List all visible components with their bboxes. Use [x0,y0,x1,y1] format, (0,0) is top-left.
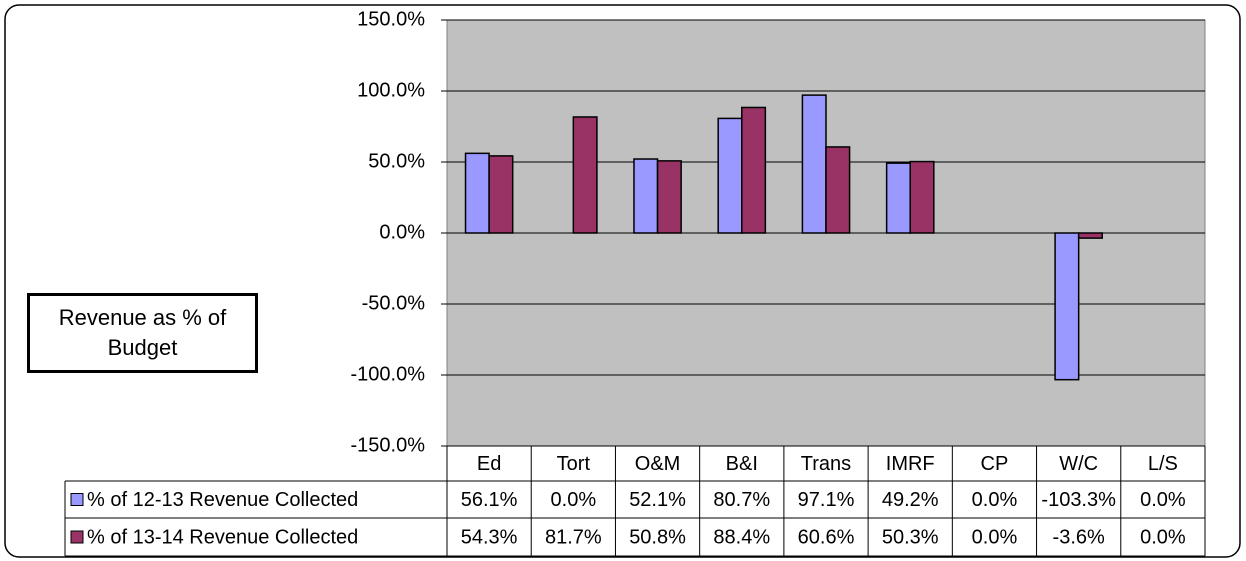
y-tick-label: 0.0% [379,221,425,243]
y-tick-label: 150.0% [357,8,425,30]
bar [633,158,659,234]
y-tick-label: -150.0% [351,434,426,456]
bar [464,152,490,234]
bar [717,117,743,234]
chart-title: Revenue as % of Budget [27,293,258,373]
table-value: 60.6% [798,526,855,548]
legend-label: % of 13-14 Revenue Collected [87,526,358,548]
bar [825,146,851,234]
legend-label: % of 12-13 Revenue Collected [87,489,358,511]
legend-key [70,493,84,506]
x-tick-label: L/S [1148,453,1178,475]
table-value: 88.4% [713,526,770,548]
y-tick-label: 50.0% [368,150,425,172]
table-value: 52.1% [629,489,686,511]
x-tick-label: W/C [1059,453,1098,475]
bar [909,160,935,234]
table-value: 0.0% [1140,526,1186,548]
table-value: 54.3% [461,526,518,548]
x-tick-label: IMRF [886,453,935,475]
x-tick-label: Tort [557,453,591,475]
table-value: 0.0% [972,489,1018,511]
table-value: 97.1% [798,489,855,511]
x-tick-label: Trans [801,453,851,475]
bar [656,160,682,234]
table-value: 50.3% [882,526,939,548]
x-tick-label: B&I [726,453,758,475]
table-value: -3.6% [1053,526,1105,548]
bar [488,155,514,234]
table-value: 49.2% [882,489,939,511]
table-value: 0.0% [972,526,1018,548]
y-tick-label: -100.0% [351,363,426,385]
x-tick-label: O&M [635,453,681,475]
bar [572,116,598,234]
table-value: 0.0% [551,489,597,511]
table-value: 56.1% [461,489,518,511]
y-tick-label: -50.0% [362,292,426,314]
table-value: 0.0% [1140,489,1186,511]
bar [1054,232,1080,381]
y-tick-label: 100.0% [357,79,425,101]
table-value: 50.8% [629,526,686,548]
bar [1077,232,1103,239]
table-value: 81.7% [545,526,602,548]
table-value: 80.7% [713,489,770,511]
x-tick-label: Ed [477,453,501,475]
legend-key [70,530,84,544]
bar [741,106,767,234]
x-tick-label: CP [981,453,1009,475]
bar [885,162,911,234]
bar [801,94,827,234]
table-value: -103.3% [1041,489,1116,511]
